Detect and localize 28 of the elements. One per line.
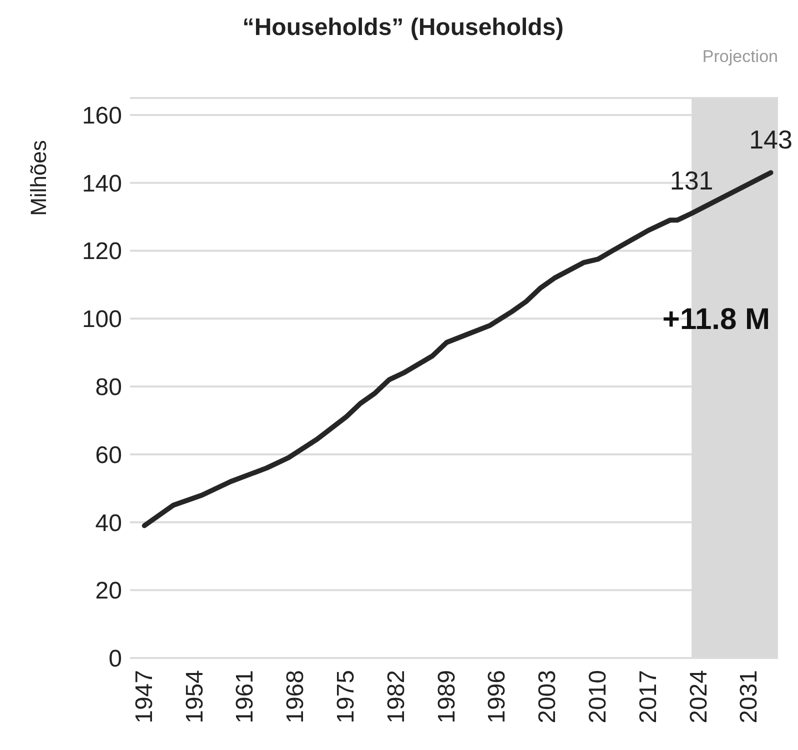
y-tick-label: 20	[95, 578, 122, 605]
x-tick-label: 2017	[634, 670, 662, 724]
data-label: 143	[749, 124, 792, 155]
x-tick-label: 1961	[232, 670, 259, 724]
x-tick-label: 1989	[433, 670, 460, 724]
y-tick-label: 80	[95, 374, 122, 402]
y-tick-label: 0	[108, 646, 122, 673]
x-tick-label: 1996	[484, 670, 511, 724]
y-tick-label: 140	[82, 170, 122, 198]
y-tick-label: 100	[82, 306, 122, 334]
x-tick-label: 1968	[282, 670, 310, 724]
y-tick-label: 120	[82, 238, 122, 266]
x-tick-label: 2031	[736, 670, 763, 724]
band-label: Projection	[702, 47, 778, 66]
x-tick-label: 1975	[332, 670, 360, 724]
x-tick-label: 1947	[130, 670, 158, 724]
x-tick-label: 2010	[584, 670, 612, 724]
x-tick-label: 1982	[382, 670, 410, 724]
y-tick-label: 160	[82, 102, 122, 130]
x-tick-label: 2024	[685, 670, 712, 724]
chart-title: “Households” (Households)	[241, 14, 565, 41]
y-axis-title: Milhões	[26, 140, 51, 216]
data-label: 131	[670, 165, 714, 196]
x-tick-label: 1954	[181, 670, 208, 724]
y-tick-label: 60	[95, 442, 122, 469]
annotation: +11.8 M	[662, 303, 770, 337]
x-tick-label: 2003	[534, 670, 562, 724]
y-tick-label: 40	[95, 510, 122, 537]
